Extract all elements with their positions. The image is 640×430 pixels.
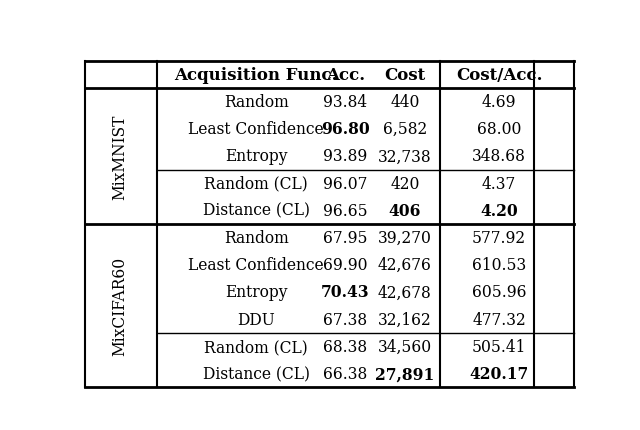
Text: Least Confidence: Least Confidence [188, 121, 324, 138]
Text: 6,582: 6,582 [383, 121, 427, 138]
Text: 4.20: 4.20 [480, 203, 518, 219]
Text: Cost/Acc.: Cost/Acc. [456, 67, 542, 83]
Text: 440: 440 [390, 94, 420, 111]
Text: 70.43: 70.43 [321, 284, 370, 301]
Text: Acquisition Func.: Acquisition Func. [174, 67, 338, 83]
Text: 66.38: 66.38 [323, 365, 367, 382]
Text: Random: Random [224, 94, 289, 111]
Text: 27,891: 27,891 [375, 365, 435, 382]
Text: 605.96: 605.96 [472, 284, 526, 301]
Text: Entropy: Entropy [225, 148, 287, 165]
Text: Distance (CL): Distance (CL) [203, 365, 310, 382]
Text: 34,560: 34,560 [378, 338, 432, 355]
Text: 96.07: 96.07 [323, 175, 367, 192]
Text: 96.65: 96.65 [323, 203, 367, 219]
Text: 68.38: 68.38 [323, 338, 367, 355]
Text: Distance (CL): Distance (CL) [203, 203, 310, 219]
Text: 4.69: 4.69 [482, 94, 516, 111]
Text: Entropy: Entropy [225, 284, 287, 301]
Text: 39,270: 39,270 [378, 230, 432, 246]
Text: 93.89: 93.89 [323, 148, 367, 165]
Text: 406: 406 [388, 203, 421, 219]
Text: 4.37: 4.37 [482, 175, 516, 192]
Text: 32,162: 32,162 [378, 311, 432, 328]
Text: 68.00: 68.00 [477, 121, 522, 138]
Text: 69.90: 69.90 [323, 257, 367, 273]
Text: 477.32: 477.32 [472, 311, 526, 328]
Text: Random (CL): Random (CL) [204, 175, 308, 192]
Text: Random (CL): Random (CL) [204, 338, 308, 355]
Text: 93.84: 93.84 [323, 94, 367, 111]
Text: 505.41: 505.41 [472, 338, 526, 355]
Text: MixMNIST: MixMNIST [111, 114, 128, 199]
Text: 348.68: 348.68 [472, 148, 526, 165]
Text: Cost: Cost [384, 67, 426, 83]
Text: MixCIFAR60: MixCIFAR60 [111, 256, 128, 355]
Text: Random: Random [224, 230, 289, 246]
Text: 577.92: 577.92 [472, 230, 526, 246]
Text: Acc.: Acc. [326, 67, 365, 83]
Text: 420.17: 420.17 [470, 365, 529, 382]
Text: 42,678: 42,678 [378, 284, 432, 301]
Text: 610.53: 610.53 [472, 257, 526, 273]
Text: 67.95: 67.95 [323, 230, 367, 246]
Text: 32,738: 32,738 [378, 148, 432, 165]
Text: 42,676: 42,676 [378, 257, 432, 273]
Text: 67.38: 67.38 [323, 311, 367, 328]
Text: Least Confidence: Least Confidence [188, 257, 324, 273]
Text: 96.80: 96.80 [321, 121, 370, 138]
Text: DDU: DDU [237, 311, 275, 328]
Text: 420: 420 [390, 175, 420, 192]
